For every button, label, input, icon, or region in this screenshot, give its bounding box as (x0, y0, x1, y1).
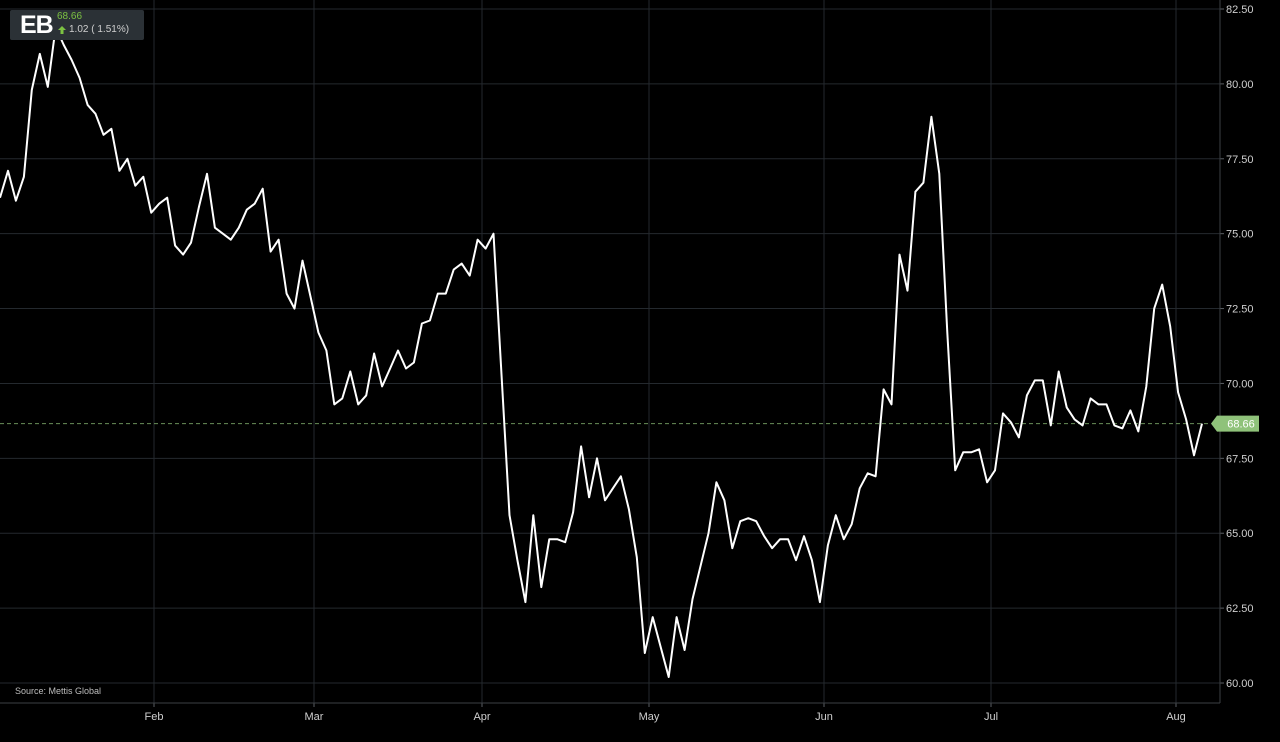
x-tick-label: Jun (815, 711, 833, 723)
x-tick-label: Feb (145, 711, 164, 723)
source-note: Source: Mettis Global (15, 686, 102, 696)
grid-lines (0, 0, 1220, 703)
y-tick-label: 70.00 (1226, 378, 1254, 390)
last-price-tag-bg (1211, 415, 1259, 432)
ticker-change: 1.02 ( 1.51%) (69, 24, 130, 35)
x-axis-ticks: Feb Mar Apr May Jun Jul Aug (145, 703, 1186, 723)
up-arrow-icon (58, 26, 66, 34)
y-tick-label: 75.00 (1226, 229, 1254, 241)
x-tick-label: Aug (1166, 711, 1186, 723)
x-tick-label: Apr (473, 711, 490, 723)
last-price-tag: 68.66 (1211, 415, 1259, 432)
y-tick-label: 67.50 (1226, 453, 1254, 465)
y-axis-ticks: 82.50 80.00 77.50 75.00 72.50 70.00 67.50 65.00… (1220, 4, 1254, 690)
y-tick-label: 77.50 (1226, 154, 1254, 166)
ticker-price: 68.66 (57, 11, 83, 22)
x-tick-label: Mar (305, 711, 324, 723)
ticker-symbol: EB (20, 11, 54, 39)
y-tick-label: 60.00 (1226, 678, 1254, 690)
x-tick-label: May (639, 711, 660, 723)
ticker-info-box: EB 68.66 1.02 ( 1.51%) (10, 10, 144, 40)
price-series-line (0, 26, 1203, 678)
y-tick-label: 82.50 (1226, 4, 1254, 16)
y-tick-label: 62.50 (1226, 603, 1254, 615)
y-tick-label: 72.50 (1226, 304, 1254, 316)
last-price-label: 68.66 (1227, 419, 1255, 431)
y-tick-label: 65.00 (1226, 528, 1254, 540)
y-tick-label: 80.00 (1226, 79, 1254, 91)
x-tick-label: Jul (984, 711, 998, 723)
